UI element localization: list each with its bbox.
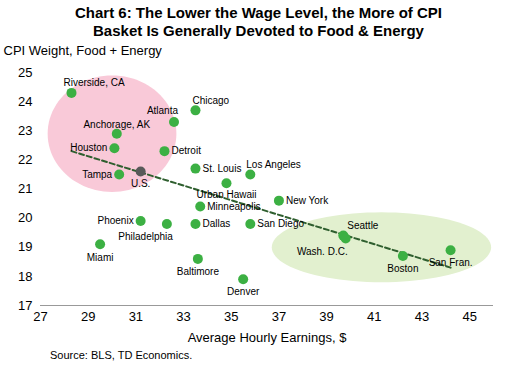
- svg-text:Miami: Miami: [87, 252, 114, 263]
- svg-text:45: 45: [462, 309, 476, 324]
- svg-text:17: 17: [18, 298, 32, 313]
- svg-text:Baltimore: Baltimore: [177, 266, 220, 277]
- svg-text:37: 37: [272, 309, 286, 324]
- svg-text:Detroit: Detroit: [171, 145, 201, 156]
- svg-text:San Fran.: San Fran.: [429, 257, 473, 268]
- svg-text:New York: New York: [286, 195, 329, 206]
- svg-text:22: 22: [18, 152, 32, 167]
- svg-text:Boston: Boston: [387, 263, 418, 274]
- svg-text:43: 43: [415, 309, 429, 324]
- svg-text:21: 21: [18, 181, 32, 196]
- svg-text:Phoenix: Phoenix: [97, 215, 133, 226]
- svg-text:Dallas: Dallas: [202, 218, 230, 229]
- svg-text:25: 25: [18, 65, 32, 80]
- svg-text:Atlanta: Atlanta: [147, 105, 179, 116]
- svg-text:Minneapolis: Minneapolis: [207, 201, 260, 212]
- svg-text:20: 20: [18, 210, 32, 225]
- svg-text:41: 41: [367, 309, 381, 324]
- svg-text:Chicago: Chicago: [192, 95, 229, 106]
- svg-text:29: 29: [81, 309, 95, 324]
- svg-text:18: 18: [18, 269, 32, 284]
- svg-text:39: 39: [319, 309, 333, 324]
- svg-text:Denver: Denver: [227, 286, 260, 297]
- svg-text:Los Angeles: Los Angeles: [246, 159, 301, 170]
- svg-text:Urban Hawaii: Urban Hawaii: [196, 189, 256, 200]
- svg-text:U.S.: U.S.: [131, 178, 150, 189]
- svg-text:35: 35: [224, 309, 238, 324]
- svg-text:Seattle: Seattle: [347, 220, 379, 231]
- svg-text:CPI Weight, Food + Energy: CPI Weight, Food + Energy: [4, 43, 163, 58]
- svg-text:31: 31: [129, 309, 143, 324]
- svg-text:24: 24: [18, 94, 32, 109]
- svg-text:Wash. D.C.: Wash. D.C.: [297, 246, 348, 257]
- svg-text:St. Louis: St. Louis: [202, 163, 241, 174]
- html-text:Source: BLS, TD Economics.: Source: BLS, TD Economics.: [50, 349, 193, 361]
- svg-text:Philadelphia: Philadelphia: [118, 231, 173, 242]
- svg-text:Anchorage, AK: Anchorage, AK: [83, 119, 150, 130]
- svg-text:33: 33: [176, 309, 190, 324]
- svg-text:San Diego: San Diego: [257, 218, 304, 229]
- svg-text:Riverside, CA: Riverside, CA: [63, 77, 124, 88]
- svg-text:Houston: Houston: [70, 142, 107, 153]
- html-text:Chart 6: The Lower the Wage Le: Chart 6: The Lower the Wage Level, the M…: [75, 4, 442, 39]
- svg-text:19: 19: [18, 239, 32, 254]
- svg-text:Tampa: Tampa: [82, 169, 112, 180]
- svg-text:27: 27: [33, 309, 47, 324]
- svg-text:23: 23: [18, 123, 32, 138]
- svg-text:Average Hourly Earnings, $: Average Hourly Earnings, $: [188, 330, 348, 345]
